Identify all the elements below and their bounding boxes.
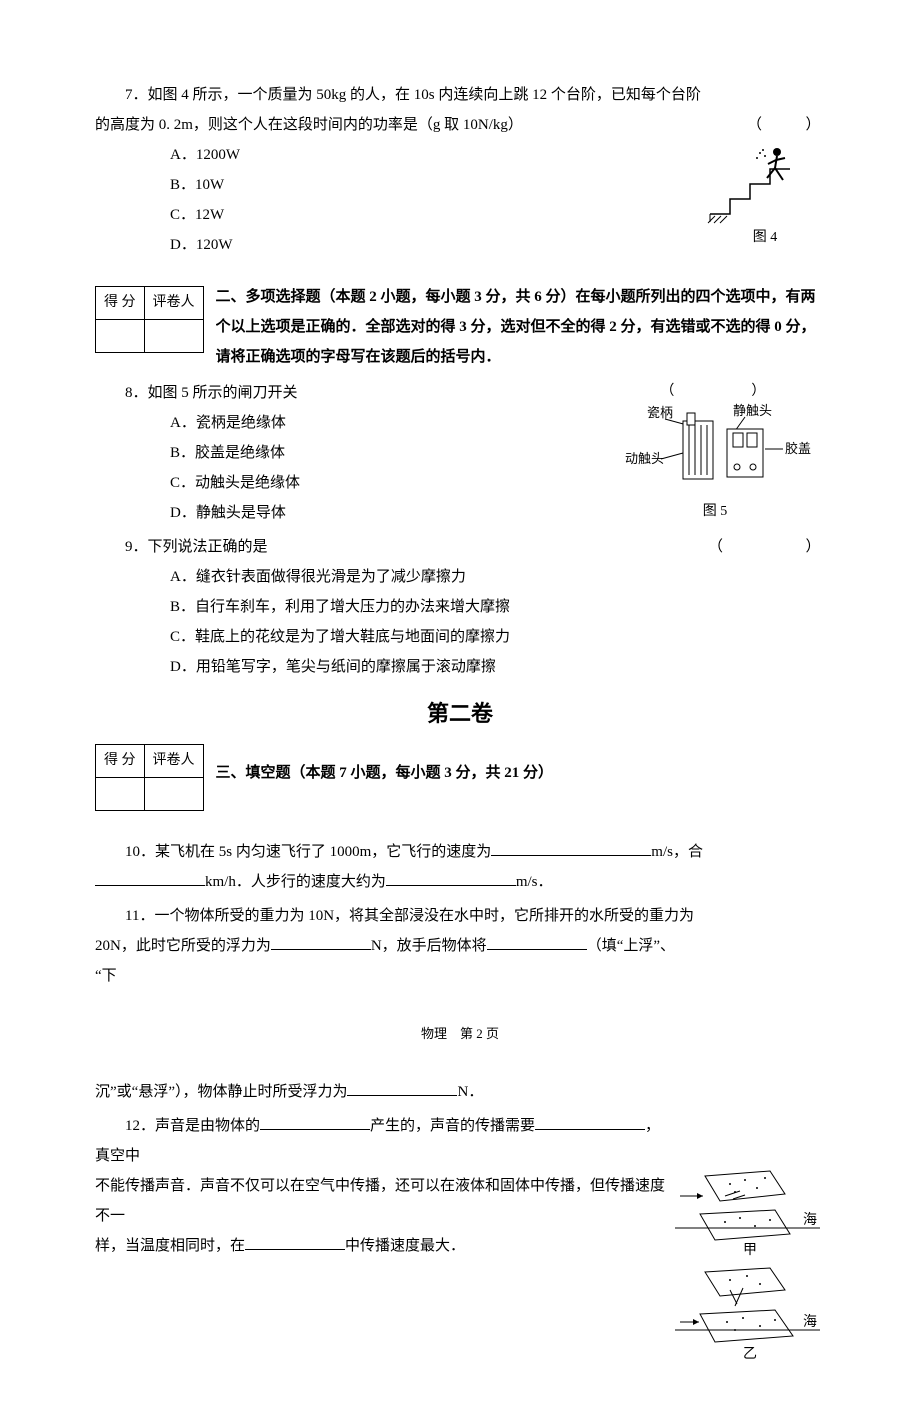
q10-line2: km/h．人步行的速度大约为 m/s． [95, 867, 825, 897]
label-handle: 瓷柄 [647, 405, 673, 420]
q11-c: N，放手后物体将 [371, 938, 487, 954]
blank-10-2[interactable] [95, 868, 205, 886]
fig4-caption: 图 4 [705, 224, 825, 252]
label-static: 静触头 [733, 403, 772, 418]
stair-figure-svg [705, 144, 815, 224]
q7-paren: （ ） [747, 110, 825, 140]
q7-line2: 的高度为 0. 2m，则这个人在这段时间内的功率是（g 取 10N/kg） （ … [95, 110, 825, 140]
score2-blank2 [144, 778, 203, 811]
page-footer: 物理 第 2 页 [95, 1021, 825, 1047]
q11-d: （填“上浮”、 [587, 938, 675, 954]
q9-stem: 下列说法正确的是 [148, 539, 268, 555]
question-9: 9．下列说法正确的是 （ ） A．缝衣针表面做得很光滑是为了减少摩擦力 B．自行… [95, 532, 825, 682]
q12-line1: 12．声音是由物体的产生的，声音的传播需要，真空中 [95, 1111, 825, 1171]
yi-label: 乙 [743, 1346, 757, 1362]
q9-number: 9． [125, 539, 148, 555]
question-12: 海 甲 海 乙 12．声音是由物体的产生的，声音的传播需要，真空中 不能传播声音… [95, 1111, 825, 1364]
q7-stem-b: 的高度为 0. 2m，则这个人在这段时间内的功率是（g 取 10N/kg） [95, 117, 523, 133]
label-moving: 动触头 [625, 451, 664, 466]
q11-line4: 沉”或“悬浮”），物体静止时所受浮力为 N． [95, 1077, 825, 1107]
figure-5: （ ） 瓷柄 静触头 动触头 胶盖 图 5 [605, 378, 825, 526]
q9-line: 9．下列说法正确的是 （ ） [95, 532, 825, 562]
section-3-header: 得 分 评卷人 三、填空题（本题 7 小题，每小题 3 分，共 21 分） [95, 740, 825, 819]
q10-number: 10． [125, 844, 155, 860]
sea-label-1: 海 [803, 1212, 817, 1228]
q7-number: 7． [125, 87, 148, 103]
section2-title: 二、多项选择题（本题 2 小题，每小题 3 分，共 6 分）在每小题所列出的四个… [216, 282, 826, 372]
section3-title: 三、填空题（本题 7 小题，每小题 3 分，共 21 分） [216, 740, 826, 788]
sea-yi-svg: 海 乙 [675, 1264, 825, 1364]
q9-opt-b: B．自行车刹车，利用了增大压力的办法来增大摩擦 [95, 592, 825, 622]
q11-line1: 11．一个物体所受的重力为 10N，将其全部浸没在水中时，它所排开的水所受的重力… [95, 901, 825, 931]
score2-col1: 得 分 [96, 745, 145, 778]
figure-4: 图 4 [705, 144, 825, 252]
score2-col2: 评卷人 [144, 745, 203, 778]
question-7: 7．如图 4 所示，一个质量为 50kg 的人，在 10s 内连续向上跳 12 … [95, 80, 825, 260]
blank-12-3[interactable] [245, 1232, 345, 1250]
q9-opt-d: D．用铅笔写字，笔尖与纸间的摩擦属于滚动摩擦 [95, 652, 825, 682]
blank-10-1[interactable] [491, 838, 651, 856]
blank-10-3[interactable] [386, 868, 516, 886]
q9-opt-c: C．鞋底上的花纹是为了增大鞋底与地面间的摩擦力 [95, 622, 825, 652]
q8-paren: （ ） [660, 384, 769, 399]
q10-b: m/s，合 [651, 844, 703, 860]
q11-g: N． [457, 1084, 483, 1100]
q7-stem-a: 如图 4 所示，一个质量为 50kg 的人，在 10s 内连续向上跳 12 个台… [148, 87, 701, 103]
fig5-caption: 图 5 [605, 498, 825, 526]
sea-label-2: 海 [803, 1314, 817, 1330]
question-10: 10．某飞机在 5s 内匀速飞行了 1000m，它飞行的速度为 m/s，合 km/… [95, 837, 825, 897]
q9-opt-a: A．缝衣针表面做得很光滑是为了减少摩擦力 [95, 562, 825, 592]
switch-figure-svg: 瓷柄 静触头 动触头 胶盖 [605, 403, 825, 498]
q10-d: m/s． [516, 874, 553, 890]
q9-paren: （ ） [678, 532, 825, 562]
q11-line2: 20N，此时它所受的浮力为 N，放手后物体将 （填“上浮”、 [95, 931, 825, 961]
q8-number: 8． [125, 385, 148, 401]
q12-a: 声音是由物体的 [155, 1118, 260, 1134]
q10-a: 某飞机在 5s 内匀速飞行了 1000m，它飞行的速度为 [155, 844, 491, 860]
score-col1: 得 分 [96, 287, 145, 320]
blank-12-1[interactable] [260, 1112, 370, 1130]
q11-a: 一个物体所受的重力为 10N，将其全部浸没在水中时，它所排开的水所受的重力为 [154, 908, 694, 924]
blank-11-1[interactable] [271, 932, 371, 950]
q12-f: 中传播速度最大． [345, 1238, 465, 1254]
q10-c: km/h．人步行的速度大约为 [205, 874, 386, 890]
q11-line3: “下 [95, 961, 825, 991]
label-cover: 胶盖 [785, 441, 811, 456]
blank-11-2[interactable] [487, 932, 587, 950]
sea-jia-svg: 海 甲 [675, 1166, 825, 1256]
q12-number: 12． [125, 1118, 155, 1134]
q10-line1: 10．某飞机在 5s 内匀速飞行了 1000m，它飞行的速度为 m/s，合 [95, 837, 825, 867]
q11-b: 20N，此时它所受的浮力为 [95, 938, 271, 954]
blank-11-3[interactable] [347, 1078, 457, 1096]
question-11b: 沉”或“悬浮”），物体静止时所受浮力为 N． [95, 1077, 825, 1107]
q11-f: 沉”或“悬浮”），物体静止时所受浮力为 [95, 1084, 347, 1100]
score-blank2 [144, 320, 203, 353]
blank-12-2[interactable] [535, 1112, 645, 1130]
section-2-header: 得 分 评卷人 二、多项选择题（本题 2 小题，每小题 3 分，共 6 分）在每… [95, 282, 825, 372]
score-col2: 评卷人 [144, 287, 203, 320]
q7-line1: 7．如图 4 所示，一个质量为 50kg 的人，在 10s 内连续向上跳 12 … [95, 80, 825, 110]
q11-number: 11． [125, 908, 154, 924]
q12-b: 产生的，声音的传播需要 [370, 1118, 535, 1134]
q12-e: 样，当温度相同时，在 [95, 1238, 245, 1254]
q11-e: “下 [95, 968, 117, 984]
jia-label: 甲 [743, 1243, 757, 1256]
q8-stem: 如图 5 所示的闸刀开关 [148, 385, 298, 401]
question-11a: 11．一个物体所受的重力为 10N，将其全部浸没在水中时，它所排开的水所受的重力… [95, 901, 825, 991]
score-table-1: 得 分 评卷人 [95, 286, 204, 353]
score-table-2: 得 分 评卷人 [95, 744, 204, 811]
score2-blank1 [96, 778, 145, 811]
part2-title: 第二卷 [95, 692, 825, 736]
figure-sea: 海 甲 海 乙 [675, 1166, 825, 1364]
score-blank1 [96, 320, 145, 353]
question-8: （ ） 瓷柄 静触头 动触头 胶盖 图 5 8．如图 5 所 [95, 378, 825, 528]
